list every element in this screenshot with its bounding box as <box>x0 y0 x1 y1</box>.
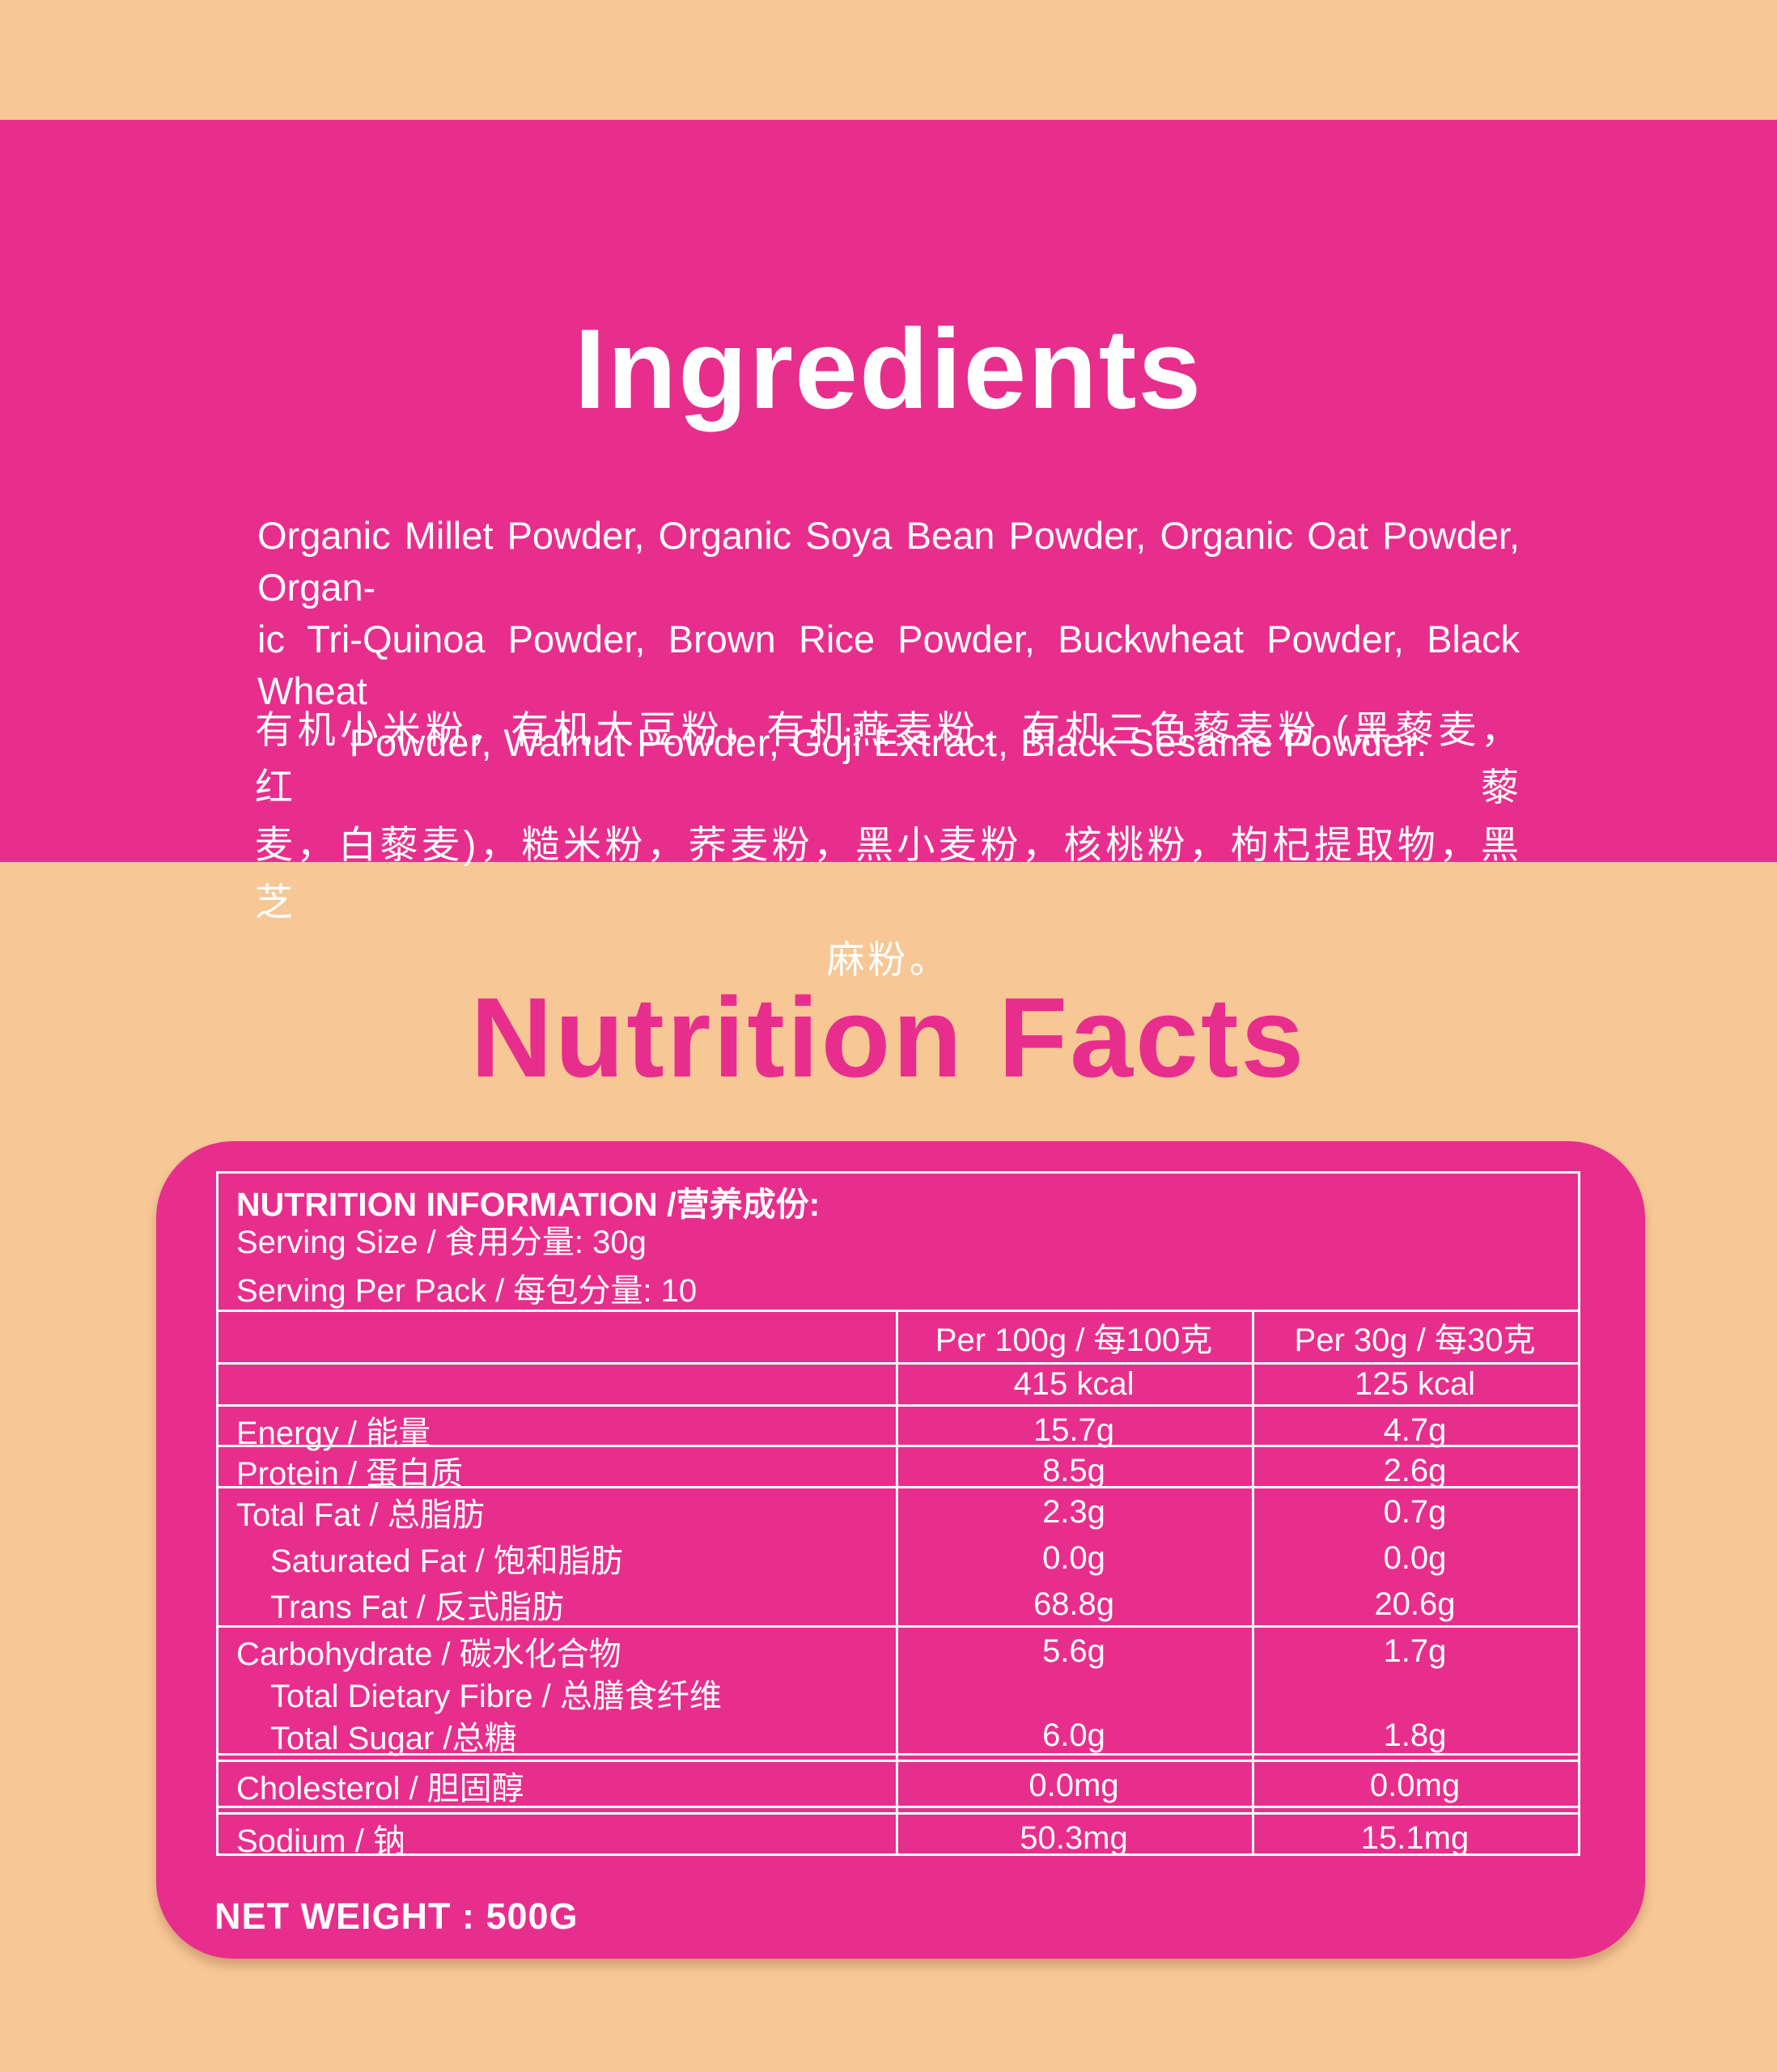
table-row-total-sugar: Total Sugar /总糖 6.0g 1.8g <box>218 1712 1578 1757</box>
table-row-kcal: 415 kcal 125 kcal <box>218 1365 1578 1407</box>
ingredients-english-line: Powder, Walnut Powder, Goji Extract, Bla… <box>349 721 1428 764</box>
row-value-per100g: 5.6g <box>1042 1633 1105 1669</box>
row-value-per30g: 20.6g <box>1374 1586 1456 1622</box>
row-value-per100g: 68.8g <box>1033 1586 1115 1622</box>
serving-per-pack-text: Serving Per Pack / 每包分量: 10 <box>236 1273 698 1309</box>
table-row-saturated-fat: Saturated Fat / 饱和脂肪 0.0g 0.0g <box>218 1535 1578 1581</box>
row-value-per30g: 125 kcal <box>1355 1366 1475 1402</box>
row-label: Protein / 蛋白质 <box>236 1456 464 1492</box>
divider-double <box>218 1806 1578 1815</box>
row-value-per100g: 8.5g <box>1042 1452 1105 1488</box>
row-label: Total Dietary Fibre / 总膳食纤维 <box>270 1679 722 1714</box>
nutrition-facts-title: Nutrition Facts <box>470 974 1307 1101</box>
row-label: Total Sugar /总糖 <box>270 1721 517 1756</box>
table-vertical-divider <box>1252 1310 1254 1853</box>
table-row-energy: Energy / 能量 15.7g 4.7g <box>218 1407 1578 1451</box>
row-value-per30g: 4.7g <box>1383 1412 1447 1448</box>
ingredients-title: Ingredients <box>574 305 1203 432</box>
row-value-per30g: 0.0g <box>1383 1539 1447 1576</box>
ingredients-chinese-line: 麻粉。 <box>826 938 951 981</box>
row-value-per30g: 0.7g <box>1383 1493 1447 1530</box>
ingredients-section: Ingredients Organic Millet Powder, Organ… <box>0 120 1777 981</box>
ingredients-chinese-paragraph: 有机小米粉，有机大豆粉，有机燕麦粉，有机三色藜麦粉 (黑藜麦，红藜 麦，白藜麦)… <box>255 701 1522 988</box>
row-value-per30g: 2.6g <box>1383 1452 1447 1488</box>
table-row-protein: Protein / 蛋白质 8.5g 2.6g <box>218 1447 1578 1492</box>
row-label: Carbohydrate / 碳水化合物 <box>236 1637 621 1672</box>
row-value-per30g: 0.0mg <box>1369 1767 1461 1803</box>
table-row-trans-fat: Trans Fat / 反式脂肪 68.8g 20.6g <box>218 1581 1578 1628</box>
table-column-header-row: Per 100g / 每100克 Per 30g / 每30克 <box>218 1312 1578 1365</box>
ingredients-english-paragraph: Organic Millet Powder, Organic Soya Bean… <box>257 510 1520 769</box>
row-value-per100g: 6.0g <box>1042 1717 1105 1753</box>
row-value-per30g: 1.7g <box>1383 1633 1447 1669</box>
row-value-per100g: 0.0mg <box>1028 1767 1119 1803</box>
net-weight-text: NET WEIGHT : 500G <box>214 1896 579 1937</box>
table-vertical-divider <box>896 1310 898 1853</box>
nutrition-card: NUTRITION INFORMATION /营养成份: Serving Siz… <box>156 1141 1645 1959</box>
serving-size-text: Serving Size / 食用分量: 30g <box>236 1225 647 1260</box>
row-value-per100g: 50.3mg <box>1020 1819 1128 1856</box>
nutrition-information-title: NUTRITION INFORMATION /营养成份: <box>236 1186 821 1223</box>
row-label: Saturated Fat / 饱和脂肪 <box>270 1543 623 1579</box>
nutrition-table-header-block: NUTRITION INFORMATION /营养成份: Serving Siz… <box>218 1174 1578 1312</box>
row-label: Trans Fat / 反式脂肪 <box>270 1590 565 1625</box>
ingredients-english-line: Organic Millet Powder, Organic Soya Bean… <box>257 514 1520 609</box>
row-value-per30g: 1.8g <box>1383 1717 1447 1753</box>
row-value-per100g: 15.7g <box>1033 1412 1115 1448</box>
ingredients-english-line: ic Tri-Quinoa Powder, Brown Rice Powder,… <box>257 618 1520 712</box>
divider-double <box>218 1753 1578 1762</box>
row-value-per30g: 15.1mg <box>1360 1819 1470 1856</box>
ingredients-chinese-line: 麦，白藜麦)，糙米粉，荞麦粉，黑小麦粉，核桃粉，枸杞提取物，黑芝 <box>255 823 1522 923</box>
table-row-dietary-fibre: Total Dietary Fibre / 总膳食纤维 <box>218 1670 1578 1714</box>
column-header-per30g: Per 30g / 每30克 <box>1294 1323 1536 1358</box>
row-label: Sodium / 钠 <box>236 1824 405 1859</box>
row-value-per100g: 0.0g <box>1042 1539 1105 1576</box>
row-label: Total Fat / 总脂肪 <box>236 1497 485 1533</box>
nutrition-table: NUTRITION INFORMATION /营养成份: Serving Siz… <box>216 1171 1580 1859</box>
table-row-cholesterol: Cholesterol / 胆固醇 0.0mg 0.0mg <box>218 1762 1578 1807</box>
ingredients-chinese-line: 有机小米粉，有机大豆粉，有机燕麦粉，有机三色藜麦粉 (黑藜麦，红藜 <box>255 708 1522 809</box>
column-header-per100g: Per 100g / 每100克 <box>935 1323 1213 1358</box>
row-value-per100g: 2.3g <box>1042 1493 1105 1530</box>
table-row-carbohydrate: Carbohydrate / 碳水化合物 5.6g 1.7g <box>218 1628 1578 1673</box>
row-value-per100g: 415 kcal <box>1013 1366 1134 1402</box>
table-row-total-fat: Total Fat / 总脂肪 2.3g 0.7g <box>218 1488 1578 1535</box>
row-label: Energy / 能量 <box>236 1416 431 1451</box>
table-row-sodium: Sodium / 钠 50.3mg 15.1mg <box>218 1815 1578 1862</box>
row-label: Cholesterol / 胆固醇 <box>236 1771 524 1807</box>
